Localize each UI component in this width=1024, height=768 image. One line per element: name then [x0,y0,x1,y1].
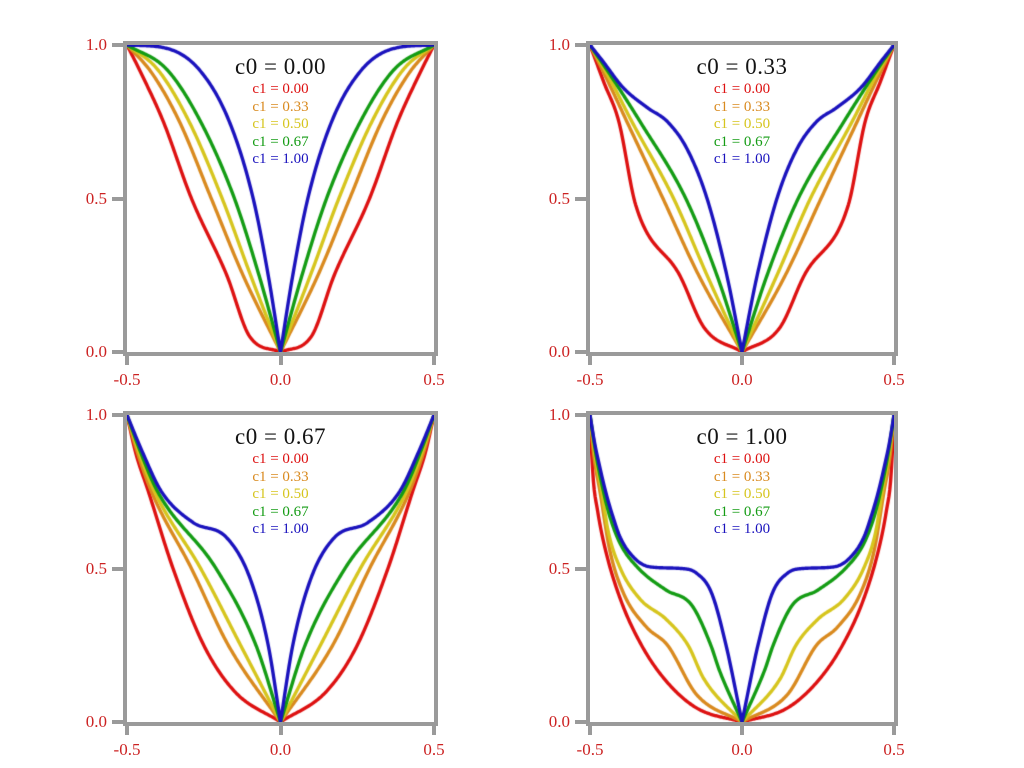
legend-entry: c1 = 0.50 [252,486,309,502]
y-tick [112,43,127,47]
x-tick [432,722,436,735]
y-tick-label: 0.0 [85,342,107,361]
legend-entry: c1 = 0.33 [252,468,309,485]
curves-canvas [590,45,894,352]
x-tick [125,352,129,365]
x-tick [432,352,436,365]
panel-title: c0 = 0.67 [235,424,326,449]
panel-c0-100: c0 = 1.00 c1 = 0.00 c1 = 0.33 c1 = 0.50 … [549,406,905,760]
y-tick-label: 0.0 [85,712,107,731]
y-tick-label: 0.5 [85,188,107,208]
legend-entry: c1 = 1.00 [252,521,309,537]
x-tick [892,352,896,365]
x-tick [740,352,744,365]
legend-entry: c1 = 1.00 [713,151,771,167]
x-tick [740,722,744,735]
y-tick [575,196,590,201]
legend-entry: c1 = 0.67 [252,503,309,520]
legend-entry: c1 = 0.00 [713,81,771,97]
x-tick [588,352,592,365]
panel-c0-067: c0 = 0.67 c1 = 0.00 c1 = 0.33 c1 = 0.50 … [86,406,445,760]
legend-entry: c1 = 0.50 [713,116,771,132]
legend-entry: c1 = 0.67 [252,133,309,150]
panel-c0-033: c0 = 0.33 c1 = 0.00 c1 = 0.33 c1 = 0.50 … [549,36,905,390]
x-tick [892,722,896,735]
legend: c1 = 0.00 c1 = 0.33 c1 = 0.50 c1 = 0.67 … [127,81,434,169]
panel-title: c0 = 0.33 [696,54,788,79]
legend-entry: c1 = 0.33 [713,468,771,485]
y-tick [575,350,590,354]
legend-entry: c1 = 0.00 [252,451,309,467]
y-tick-label: 0.5 [85,558,107,578]
y-tick-label: 1.0 [548,405,570,424]
y-tick-label: 0.0 [548,712,570,731]
panel-c0-000: c0 = 0.00 c1 = 0.00 c1 = 0.33 c1 = 0.50 … [86,36,445,390]
legend-entry: c1 = 0.00 [713,451,771,467]
legend-entry: c1 = 0.67 [713,133,771,150]
x-tick [278,352,283,365]
legend: c1 = 0.00 c1 = 0.33 c1 = 0.50 c1 = 0.67 … [590,81,894,169]
y-tick [575,43,590,47]
y-tick-label: 0.5 [548,188,570,208]
x-tick [588,722,592,735]
x-tick-label: 0.5 [883,370,905,389]
curves-canvas [127,415,434,722]
x-tick-label: 0.0 [269,370,292,389]
x-tick-label: -0.5 [113,740,141,759]
y-tick-label: 1.0 [548,35,570,54]
y-tick [575,413,590,417]
y-tick-label: 0.5 [548,558,570,578]
x-tick-label: -0.5 [113,370,141,389]
y-tick [112,720,127,724]
y-tick [112,566,127,571]
x-tick-label: 0.5 [423,740,445,759]
legend-entry: c1 = 0.50 [252,116,309,132]
x-tick-label: 0.0 [731,740,753,759]
y-tick [575,720,590,724]
y-tick [575,566,590,571]
y-tick-label: 1.0 [85,35,107,54]
legend-entry: c1 = 0.67 [713,503,771,520]
y-tick [112,350,127,354]
legend: c1 = 0.00 c1 = 0.33 c1 = 0.50 c1 = 0.67 … [590,451,894,539]
x-tick [278,722,283,735]
x-tick-label: -0.5 [576,370,604,389]
legend-entry: c1 = 0.33 [252,98,309,115]
y-tick-label: 1.0 [85,405,107,424]
legend: c1 = 0.00 c1 = 0.33 c1 = 0.50 c1 = 0.67 … [127,451,434,539]
legend-entry: c1 = 0.00 [252,81,309,97]
x-tick-label: 0.5 [883,740,905,759]
x-tick-label: 0.0 [269,740,292,759]
x-tick-label: 0.0 [731,370,753,389]
x-tick [125,722,129,735]
y-tick-label: 0.0 [548,342,570,361]
legend-entry: c1 = 1.00 [713,521,771,537]
legend-entry: c1 = 1.00 [252,151,309,167]
panel-title: c0 = 0.00 [235,54,326,79]
curves-canvas [127,45,434,352]
panel-title: c0 = 1.00 [696,424,788,449]
legend-entry: c1 = 0.33 [713,98,771,115]
y-tick [112,196,127,201]
x-tick-label: -0.5 [576,740,604,759]
y-tick [112,413,127,417]
x-tick-label: 0.5 [423,370,445,389]
curves-canvas [590,415,894,722]
legend-entry: c1 = 0.50 [713,486,771,502]
